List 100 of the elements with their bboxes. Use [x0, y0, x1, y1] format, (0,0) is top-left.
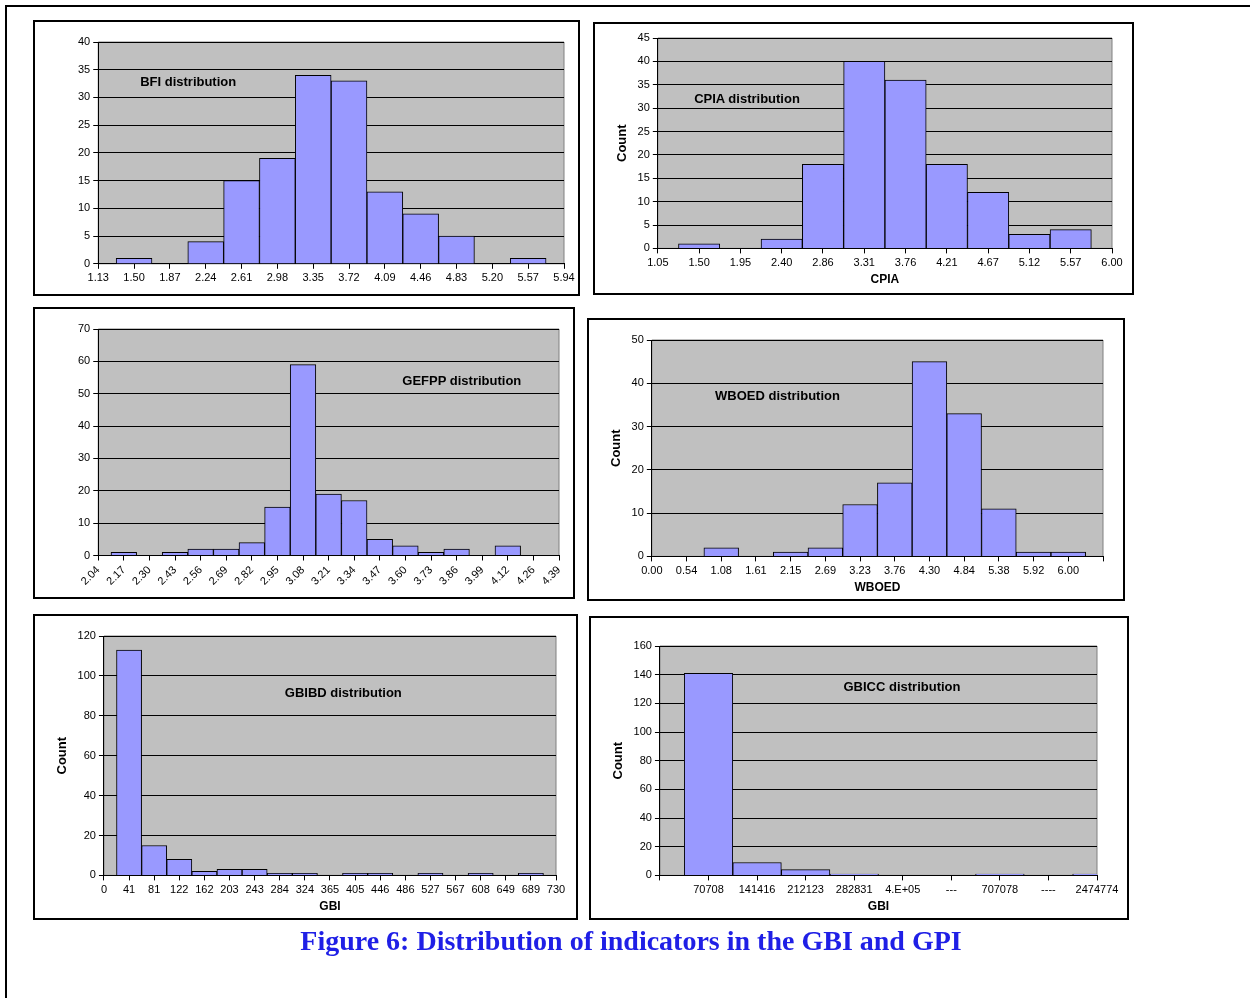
- x-tick-label: 70708: [693, 883, 724, 896]
- x-tick-label: 4.26: [513, 563, 537, 587]
- x-tick-label: 2.24: [195, 271, 217, 284]
- x-tick-label: 4.84: [953, 564, 975, 577]
- x-axis-title: WBOED: [854, 580, 901, 595]
- x-tick-label: 243: [245, 883, 264, 896]
- x-tick-label: 6.00: [1057, 564, 1080, 577]
- x-tick-label: 2.40: [770, 256, 793, 269]
- y-tick-label: 20: [77, 145, 91, 158]
- y-tick-label: 0: [645, 868, 652, 881]
- y-axis-title: Count: [610, 741, 626, 780]
- x-tick-label: ---: [945, 883, 958, 896]
- x-tick-label: 1.13: [87, 271, 109, 284]
- x-tick-label: 1.95: [729, 256, 752, 269]
- x-tick-label: 0.00: [641, 564, 663, 577]
- x-tick-label: 689: [521, 883, 541, 896]
- y-tick-label: 20: [77, 483, 91, 496]
- x-tick-label: 1.50: [688, 256, 710, 269]
- y-tick-label: 20: [631, 462, 644, 475]
- y-tick-label: 10: [77, 516, 91, 529]
- x-tick-label: 5.94: [553, 271, 575, 284]
- x-tick-label: 649: [496, 883, 515, 896]
- y-axis-title: Count: [608, 428, 624, 467]
- x-axis-title: GBI: [867, 899, 890, 914]
- x-tick-label: 0: [100, 883, 108, 896]
- x-tick-label: 324: [295, 883, 315, 896]
- y-tick-label: 120: [77, 629, 96, 642]
- y-tick-label: 35: [77, 62, 91, 75]
- y-tick-label: 30: [77, 90, 91, 103]
- x-tick-label: 4.67: [977, 256, 999, 269]
- text: GBIBD distribution: [284, 685, 402, 701]
- x-tick-label: 446: [371, 883, 390, 896]
- x-tick-label: 486: [396, 883, 415, 896]
- x-tick-label: 3.76: [894, 256, 917, 269]
- x-tick-label: 2.98: [266, 271, 289, 284]
- x-tick-label: 5.57: [517, 271, 539, 284]
- x-tick-label: 3.23: [849, 564, 871, 577]
- x-tick-label: 1.61: [745, 564, 767, 577]
- y-tick-label: 15: [77, 173, 91, 186]
- y-tick-label: 0: [84, 548, 91, 561]
- x-tick-label: 5.92: [1022, 564, 1045, 577]
- y-tick-label: 40: [639, 811, 652, 824]
- y-tick-label: 35: [637, 77, 650, 90]
- x-tick-label: 3.31: [853, 256, 875, 269]
- y-tick-label: 5: [84, 229, 91, 242]
- x-tick-label: 81: [148, 883, 161, 896]
- x-tick-label: 707078: [981, 883, 1019, 896]
- y-tick-label: 20: [639, 839, 652, 852]
- y-tick-label: 0: [643, 241, 650, 254]
- x-axis-title: CPIA: [870, 272, 900, 287]
- text: GBICC distribution: [843, 678, 961, 694]
- y-tick-label: 0: [89, 868, 96, 881]
- x-tick-label: 3.76: [884, 564, 906, 577]
- y-tick-label: 50: [77, 386, 91, 399]
- x-tick-label: 4.E+05: [885, 883, 921, 896]
- x-tick-label: 5.12: [1018, 256, 1041, 269]
- x-tick-label: ----: [1041, 883, 1057, 896]
- x-tick-label: 527: [421, 883, 440, 896]
- x-tick-label: 1.87: [159, 271, 181, 284]
- x-tick-label: 4.12: [487, 563, 512, 587]
- x-tick-label: 2.15: [779, 564, 802, 577]
- x-tick-label: 1.08: [710, 564, 732, 577]
- x-tick-label: 2474774: [1075, 883, 1119, 896]
- y-tick-label: 50: [631, 333, 644, 346]
- x-tick-label: 122: [170, 883, 189, 896]
- y-tick-label: 120: [633, 696, 652, 709]
- x-tick-label: 3.35: [302, 271, 324, 284]
- text: CPIA distribution: [694, 90, 800, 106]
- x-axis-title: GBI: [319, 899, 341, 914]
- text: BFI distribution: [140, 73, 237, 89]
- y-tick-label: 100: [77, 668, 96, 681]
- y-tick-label: 20: [83, 828, 96, 841]
- x-tick-label: 4.30: [918, 564, 941, 577]
- x-tick-label: 3.72: [338, 271, 360, 284]
- y-axis-title: Count: [614, 123, 630, 162]
- y-tick-label: 30: [631, 419, 644, 432]
- x-tick-label: 2.86: [812, 256, 834, 269]
- x-tick-label: 405: [345, 883, 365, 896]
- y-tick-label: 80: [639, 753, 652, 766]
- x-tick-label: 2.69: [814, 564, 837, 577]
- x-tick-label: 2.61: [230, 271, 253, 284]
- x-tick-label: 365: [320, 883, 340, 896]
- y-tick-label: 40: [77, 35, 91, 48]
- y-tick-label: 10: [631, 506, 644, 519]
- x-tick-label: 1.50: [123, 271, 145, 284]
- x-tick-label: 608: [471, 883, 490, 896]
- text: GEFPP distribution: [402, 372, 522, 388]
- y-tick-label: 60: [77, 354, 91, 367]
- y-tick-label: 45: [637, 31, 650, 44]
- y-tick-label: 10: [637, 194, 650, 207]
- y-tick-label: 40: [77, 419, 91, 432]
- y-tick-label: 10: [77, 201, 91, 214]
- y-tick-label: 5: [643, 218, 650, 231]
- x-tick-label: 730: [546, 883, 566, 896]
- y-tick-label: 160: [633, 639, 652, 652]
- y-tick-label: 100: [633, 725, 652, 738]
- x-tick-label: 5.38: [988, 564, 1010, 577]
- x-tick-label: 5.57: [1060, 256, 1082, 269]
- y-tick-label: 0: [637, 549, 644, 562]
- x-tick-label: 4.83: [445, 271, 468, 284]
